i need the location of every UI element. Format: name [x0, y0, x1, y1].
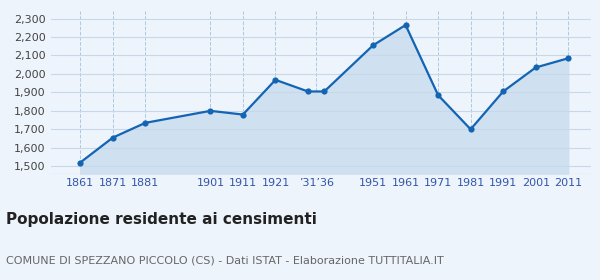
Point	[238, 112, 248, 117]
Point	[271, 78, 280, 82]
Point	[206, 109, 215, 113]
Point	[76, 160, 85, 165]
Text: COMUNE DI SPEZZANO PICCOLO (CS) - Dati ISTAT - Elaborazione TUTTITALIA.IT: COMUNE DI SPEZZANO PICCOLO (CS) - Dati I…	[6, 255, 444, 265]
Point	[319, 89, 329, 94]
Point	[563, 56, 573, 60]
Point	[401, 23, 410, 27]
Point	[499, 89, 508, 94]
Point	[368, 43, 378, 48]
Point	[531, 65, 541, 70]
Point	[140, 121, 150, 125]
Point	[433, 93, 443, 97]
Point	[466, 127, 475, 132]
Text: Popolazione residente ai censimenti: Popolazione residente ai censimenti	[6, 212, 317, 227]
Point	[303, 89, 313, 94]
Point	[108, 135, 118, 140]
